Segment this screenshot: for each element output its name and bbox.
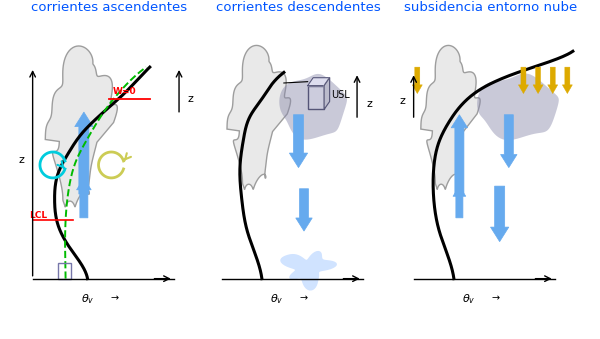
Text: z: z: [400, 97, 406, 106]
Text: LCL: LCL: [29, 211, 47, 220]
Polygon shape: [75, 112, 93, 194]
Polygon shape: [296, 189, 312, 231]
Polygon shape: [280, 251, 337, 291]
Text: corrientes descendentes: corrientes descendentes: [216, 1, 381, 14]
Text: W=0: W=0: [113, 86, 137, 96]
Text: $\theta_v$: $\theta_v$: [462, 292, 475, 306]
Text: z: z: [187, 94, 193, 104]
Polygon shape: [453, 186, 466, 218]
Text: $\rightarrow$: $\rightarrow$: [490, 292, 502, 302]
Text: corrientes ascendentes: corrientes ascendentes: [31, 1, 188, 14]
Polygon shape: [412, 67, 422, 94]
Polygon shape: [77, 178, 91, 218]
Polygon shape: [500, 115, 517, 167]
Bar: [58, 263, 71, 279]
Polygon shape: [289, 115, 308, 167]
Polygon shape: [324, 78, 329, 109]
Text: subsidencia entorno nube: subsidencia entorno nube: [404, 1, 577, 14]
Polygon shape: [562, 67, 572, 94]
Text: z: z: [19, 155, 25, 165]
Text: $\rightarrow$: $\rightarrow$: [109, 292, 121, 302]
Polygon shape: [421, 45, 480, 190]
Polygon shape: [518, 67, 529, 94]
Polygon shape: [548, 67, 558, 94]
Polygon shape: [227, 45, 290, 190]
Bar: [308, 86, 324, 109]
Polygon shape: [280, 74, 347, 140]
Text: $\theta_v$: $\theta_v$: [81, 292, 94, 306]
Text: USL: USL: [331, 90, 350, 100]
Polygon shape: [45, 46, 118, 207]
Polygon shape: [477, 74, 559, 140]
Polygon shape: [533, 67, 543, 94]
Text: z: z: [367, 99, 373, 109]
Polygon shape: [491, 186, 509, 242]
Polygon shape: [451, 115, 467, 194]
Text: $\rightarrow$: $\rightarrow$: [298, 292, 310, 302]
Text: $\theta_v$: $\theta_v$: [270, 292, 283, 306]
Polygon shape: [308, 78, 329, 86]
